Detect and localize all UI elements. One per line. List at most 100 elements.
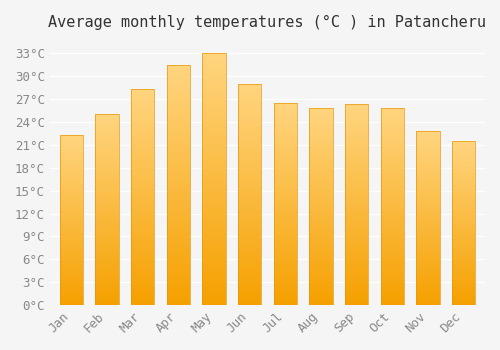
Bar bbox=[96, 217, 118, 219]
Bar bbox=[60, 181, 83, 183]
Bar bbox=[131, 93, 154, 96]
Bar bbox=[202, 124, 226, 126]
Bar bbox=[416, 282, 440, 284]
Bar bbox=[274, 293, 297, 295]
Bar bbox=[131, 145, 154, 147]
Bar bbox=[380, 203, 404, 205]
Bar bbox=[452, 271, 475, 272]
Bar bbox=[202, 295, 226, 298]
Bar bbox=[96, 187, 118, 189]
Bar bbox=[166, 182, 190, 185]
Bar bbox=[131, 89, 154, 91]
Bar bbox=[416, 284, 440, 286]
Bar bbox=[131, 286, 154, 288]
Bar bbox=[202, 293, 226, 295]
Bar bbox=[274, 228, 297, 230]
Bar bbox=[238, 281, 261, 283]
Bar bbox=[96, 198, 118, 200]
Bar bbox=[166, 271, 190, 274]
Bar bbox=[345, 169, 368, 171]
Bar bbox=[202, 255, 226, 257]
Bar bbox=[310, 165, 332, 167]
Bar bbox=[238, 86, 261, 88]
Bar bbox=[380, 197, 404, 199]
Bar bbox=[131, 266, 154, 268]
Bar bbox=[380, 224, 404, 226]
Bar bbox=[96, 181, 118, 183]
Bar bbox=[416, 265, 440, 267]
Bar bbox=[310, 262, 332, 264]
Bar bbox=[416, 192, 440, 194]
Bar bbox=[345, 111, 368, 112]
Bar bbox=[274, 125, 297, 127]
Bar bbox=[60, 242, 83, 244]
Bar bbox=[274, 240, 297, 243]
Bar bbox=[131, 195, 154, 197]
Bar bbox=[238, 279, 261, 281]
Bar bbox=[380, 215, 404, 217]
Bar bbox=[345, 261, 368, 263]
Bar bbox=[96, 303, 118, 305]
Bar bbox=[310, 264, 332, 266]
Bar bbox=[274, 184, 297, 186]
Bar bbox=[131, 147, 154, 150]
Bar bbox=[238, 150, 261, 153]
Bar bbox=[202, 76, 226, 78]
Bar bbox=[131, 301, 154, 303]
Bar bbox=[131, 277, 154, 279]
Bar bbox=[345, 142, 368, 145]
Bar bbox=[238, 157, 261, 159]
Bar bbox=[96, 170, 118, 172]
Bar bbox=[166, 94, 190, 96]
Bar bbox=[131, 256, 154, 258]
Bar bbox=[345, 285, 368, 287]
Bar bbox=[274, 155, 297, 158]
Bar bbox=[274, 275, 297, 277]
Bar bbox=[96, 248, 118, 250]
Bar bbox=[131, 240, 154, 243]
Bar bbox=[380, 256, 404, 258]
Bar bbox=[274, 145, 297, 147]
Bar bbox=[96, 208, 118, 210]
Bar bbox=[96, 116, 118, 118]
Bar bbox=[238, 245, 261, 247]
Bar bbox=[96, 273, 118, 274]
Bar bbox=[166, 98, 190, 101]
Bar bbox=[131, 189, 154, 191]
Bar bbox=[452, 192, 475, 194]
Bar bbox=[274, 230, 297, 232]
Bar bbox=[452, 262, 475, 264]
Bar bbox=[416, 267, 440, 268]
Bar bbox=[452, 234, 475, 236]
Bar bbox=[274, 210, 297, 212]
Bar bbox=[345, 247, 368, 249]
Bar bbox=[380, 291, 404, 293]
Bar bbox=[380, 268, 404, 270]
Bar bbox=[380, 246, 404, 248]
Bar bbox=[131, 117, 154, 119]
Bar bbox=[310, 260, 332, 262]
Bar bbox=[345, 149, 368, 150]
Bar bbox=[202, 280, 226, 282]
Bar bbox=[452, 290, 475, 292]
Bar bbox=[60, 149, 83, 150]
Bar bbox=[238, 91, 261, 93]
Bar bbox=[166, 111, 190, 113]
Bar bbox=[131, 111, 154, 113]
Bar bbox=[202, 154, 226, 156]
Bar bbox=[452, 218, 475, 220]
Bar bbox=[452, 175, 475, 177]
Bar bbox=[345, 219, 368, 221]
Bar bbox=[202, 192, 226, 194]
Bar bbox=[60, 244, 83, 245]
Bar bbox=[274, 232, 297, 234]
Bar bbox=[131, 225, 154, 228]
Bar bbox=[345, 213, 368, 215]
Bar bbox=[380, 262, 404, 264]
Bar bbox=[452, 258, 475, 259]
Bar bbox=[310, 272, 332, 274]
Bar bbox=[274, 178, 297, 180]
Bar bbox=[452, 217, 475, 218]
Bar bbox=[310, 274, 332, 275]
Bar bbox=[96, 242, 118, 244]
